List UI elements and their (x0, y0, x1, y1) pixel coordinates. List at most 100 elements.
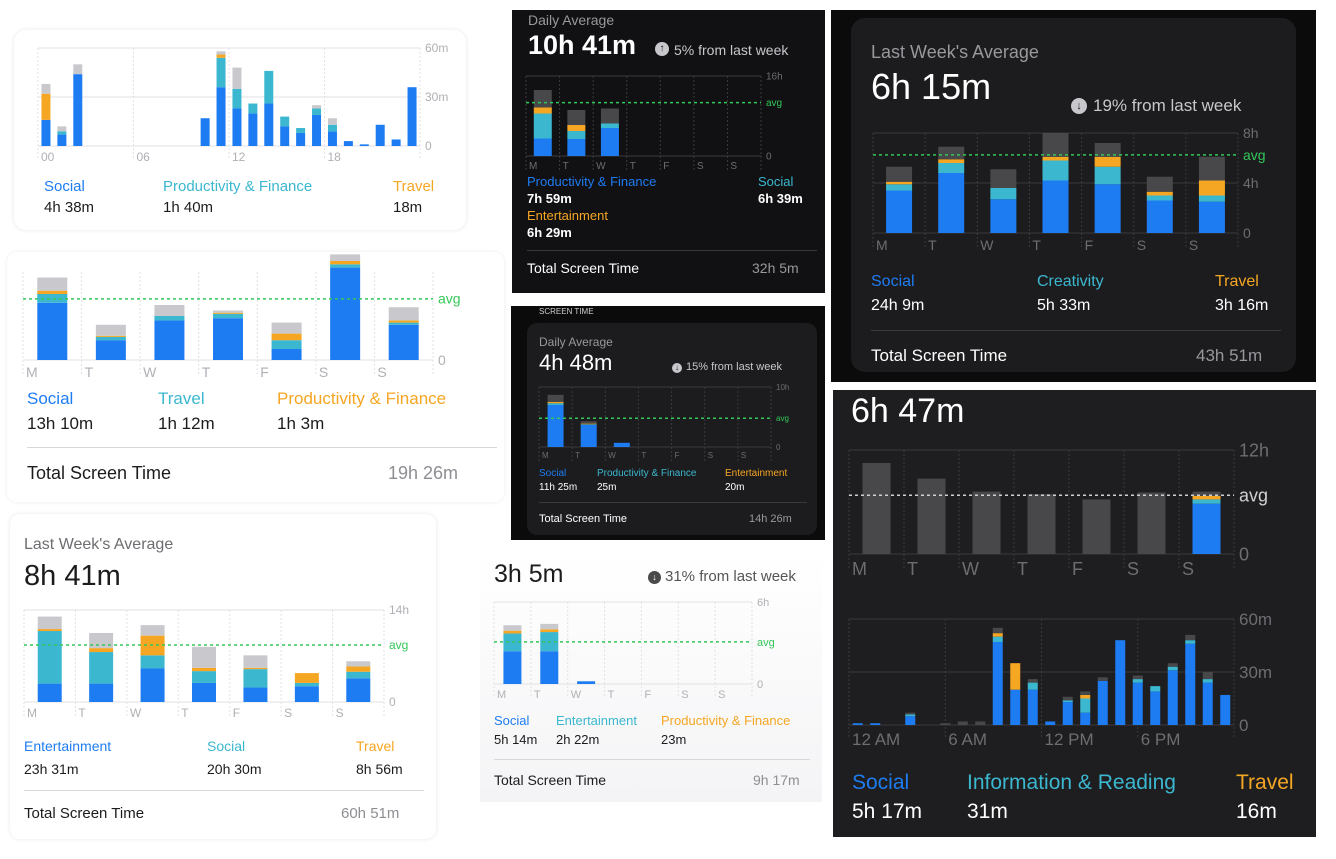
bar-segment-social (905, 716, 916, 725)
total-screen-time-label[interactable]: Total Screen Time (27, 463, 172, 483)
legend-label-travel: Travel (1215, 273, 1259, 290)
bar-segment-other (330, 254, 361, 261)
legend-value-social: 11h 25m (539, 482, 578, 493)
bar-segment-other (1097, 677, 1108, 681)
bar-segment-travel (192, 667, 216, 672)
bar-segment-travel (1146, 191, 1173, 196)
bar-segment-social (264, 103, 274, 146)
bar-segment-social (312, 114, 322, 146)
total-screen-time-label[interactable]: Total Screen Time (871, 346, 1008, 365)
x-tick-label: T (1032, 237, 1041, 253)
bar-segment-other (600, 108, 619, 124)
bar-segment-social (271, 349, 302, 360)
panel-daily-average-dark-2: Daily Average 10h 41m ↑ 5% from last wee… (512, 10, 825, 293)
bar-segment-social (388, 324, 419, 360)
y-tick-label: 0 (425, 139, 432, 153)
bar-segment-other (1192, 491, 1221, 496)
legend-value-information: 31m (967, 800, 1008, 823)
x-tick-label: T (85, 364, 94, 380)
total-screen-time-value: 19h 26m (388, 463, 459, 483)
bar-segment-productivity-finance (327, 124, 337, 132)
y-tick-label: 0 (389, 695, 396, 709)
total-screen-time-label[interactable]: Total Screen Time (539, 513, 628, 525)
daily-average-title: Daily Average (528, 12, 615, 28)
y-tick-label: avg (1239, 486, 1268, 506)
bar-segment-entertainment (533, 113, 552, 139)
bar-segment-entertainment (294, 682, 319, 687)
bar-segment-travel (37, 629, 62, 632)
total-screen-time-label[interactable]: Total Screen Time (527, 260, 640, 276)
bar-segment-other (975, 721, 986, 725)
bar-segment-social (886, 190, 913, 233)
divider (871, 330, 1281, 331)
x-tick-label: 06 (137, 150, 151, 164)
y-tick-label: 16h (766, 72, 783, 83)
legend-value-social: 24h 9m (871, 297, 925, 314)
chart-weekly-4: avg 0 M T W T F S S (22, 254, 461, 380)
change-text: 15% from last week (686, 361, 782, 373)
legend-value-travel: 16m (1236, 800, 1277, 823)
daily-total: 3h 5m (494, 560, 564, 588)
total-screen-time-label[interactable]: Total Screen Time (494, 772, 607, 788)
bar-segment-social (870, 723, 881, 725)
bar-segment-other (271, 322, 302, 334)
x-tick-label: W (596, 161, 606, 172)
panel-hourly-light-1: 60m 30m 0 00 06 12 18 Social 4h 38m Productivi… (14, 30, 466, 230)
bar-segment-social (37, 302, 68, 360)
bar-segment-creativity (1146, 195, 1173, 201)
bar-segment-productivity-finance (232, 88, 242, 109)
bar-segment-social (375, 124, 385, 146)
bar-segment-productivity-finance (503, 630, 522, 634)
legend-label-social: Social (44, 178, 85, 195)
bar-segment-other (1027, 679, 1038, 683)
total-screen-time-label[interactable]: Total Screen Time (24, 805, 145, 822)
bar-segment-social (294, 686, 319, 702)
x-tick-label: T (181, 706, 189, 720)
x-tick-label: F (644, 689, 651, 701)
x-tick-label: S (718, 689, 725, 701)
x-tick-label: T (641, 451, 646, 460)
bar-segment-social (327, 131, 337, 146)
bar-segment-travel (1080, 694, 1091, 699)
x-tick-label: S (336, 706, 344, 720)
bar-segment-social (600, 128, 619, 156)
x-tick-label: M (27, 706, 37, 720)
panel-daily-average-dark-5: SCREEN TIME Daily Average 4h 48m ↓ 15% f… (511, 306, 825, 540)
total-screen-time-value: 32h 5m (752, 260, 799, 276)
legend-value-entertainment: 2h 22m (556, 732, 600, 747)
total-screen-time-value: 43h 51m (1196, 346, 1263, 365)
x-tick-label: T (534, 689, 541, 701)
bar-segment-productivity-finance (330, 264, 361, 268)
bar-segment-other (940, 723, 951, 725)
legend-label-social: Social (539, 468, 567, 479)
bar-segment-social (567, 139, 586, 156)
daily-average-total: 4h 48m (539, 350, 613, 375)
chart-daily-9: 6h avg 0 M T W T F S S (493, 597, 775, 701)
bar-segment-other (37, 277, 68, 291)
bar-segment-social (938, 173, 965, 233)
change-text: 19% from last week (1093, 96, 1242, 115)
bar-segment-other (1198, 156, 1225, 181)
legend-label-travel: Travel (1236, 771, 1294, 794)
bar-segment-information-reading (1167, 666, 1178, 671)
legend-label-productivity: Productivity & Finance (527, 174, 657, 189)
chart-weekly-8: 14h avg 0 M T W T F S S (23, 603, 409, 720)
bar-segment-social (346, 678, 371, 702)
bar-segment-other (533, 90, 552, 108)
x-tick-label: 00 (41, 150, 55, 164)
y-tick-label: 14h (389, 603, 409, 617)
bar-segment-social (37, 683, 62, 702)
bar-segment-social (280, 126, 290, 146)
x-tick-label: S (1127, 559, 1139, 579)
divider (527, 250, 817, 251)
bar-segment-information-reading (1192, 499, 1221, 504)
bar-segment-travel (1192, 495, 1221, 500)
x-tick-label: M (26, 364, 38, 380)
bar-segment-travel (271, 333, 302, 341)
last-week-total: 8h 41m (24, 560, 121, 592)
bar-segment-social (73, 74, 83, 146)
y-tick-label: 0 (438, 352, 446, 368)
legend-label-travel: Travel (356, 738, 395, 754)
bar-segment-social (330, 267, 361, 360)
bar-segment-other (312, 105, 322, 109)
